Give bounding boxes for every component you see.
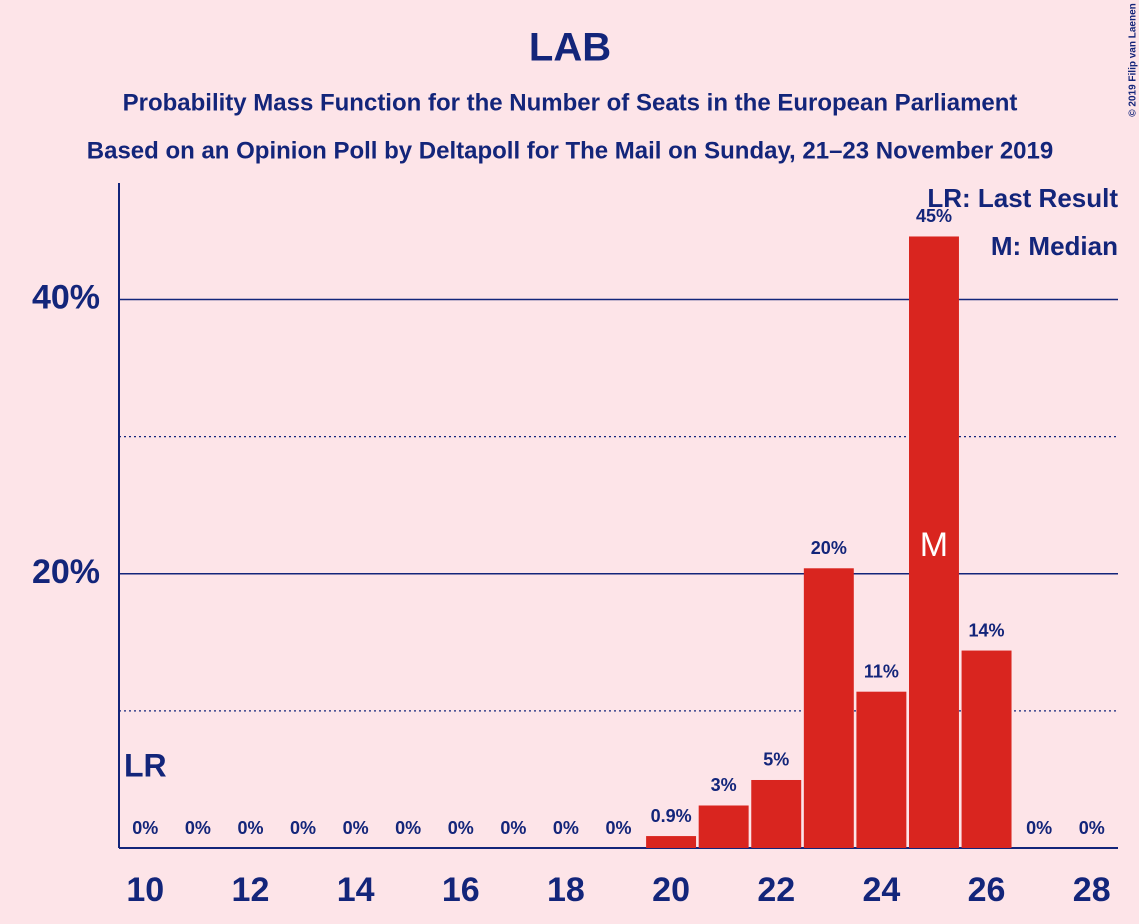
value-label: 11% xyxy=(864,661,899,681)
value-label: 0% xyxy=(132,818,158,838)
value-label: 0% xyxy=(237,818,263,838)
value-label: 0% xyxy=(553,818,579,838)
x-tick-label: 14 xyxy=(337,871,375,909)
legend-entry: LR: Last Result xyxy=(927,183,1118,213)
value-label: 45% xyxy=(916,206,952,226)
bar xyxy=(698,805,749,848)
value-label: 3% xyxy=(711,775,737,795)
last-result-marker: LR xyxy=(124,747,167,783)
copyright: © 2019 Filip van Laenen xyxy=(1128,3,1139,117)
legend-entry: M: Median xyxy=(991,231,1118,261)
bar xyxy=(908,236,959,848)
value-label: 20% xyxy=(811,538,847,558)
value-label: 0% xyxy=(448,818,474,838)
y-tick-label: 40% xyxy=(32,279,100,317)
x-tick-label: 24 xyxy=(862,871,900,909)
chart-title: LAB xyxy=(529,26,611,70)
bar xyxy=(646,836,697,848)
value-label: 0% xyxy=(290,818,316,838)
value-label: 14% xyxy=(969,620,1005,640)
bar xyxy=(856,691,907,848)
value-label: 0% xyxy=(1026,818,1052,838)
x-tick-label: 20 xyxy=(652,871,690,909)
value-label: 0% xyxy=(605,818,631,838)
value-label: 0% xyxy=(343,818,369,838)
value-label: 5% xyxy=(763,750,789,770)
bar xyxy=(751,779,802,848)
value-label: 0% xyxy=(395,818,421,838)
x-tick-label: 28 xyxy=(1073,871,1111,909)
x-tick-label: 12 xyxy=(232,871,270,909)
chart-subtitle: Based on an Opinion Poll by Deltapoll fo… xyxy=(87,137,1053,164)
chart-subtitle: Probability Mass Function for the Number… xyxy=(123,89,1018,116)
value-label: 0% xyxy=(1079,818,1105,838)
y-tick-label: 20% xyxy=(32,553,100,591)
x-tick-label: 16 xyxy=(442,871,480,909)
x-tick-label: 10 xyxy=(126,871,164,909)
bar xyxy=(803,568,854,848)
bar xyxy=(961,650,1012,848)
x-tick-label: 22 xyxy=(757,871,795,909)
median-marker: M xyxy=(920,526,948,564)
x-tick-label: 26 xyxy=(968,871,1006,909)
x-tick-label: 18 xyxy=(547,871,585,909)
value-label: 0.9% xyxy=(651,806,692,826)
value-label: 0% xyxy=(500,818,526,838)
value-label: 0% xyxy=(185,818,211,838)
